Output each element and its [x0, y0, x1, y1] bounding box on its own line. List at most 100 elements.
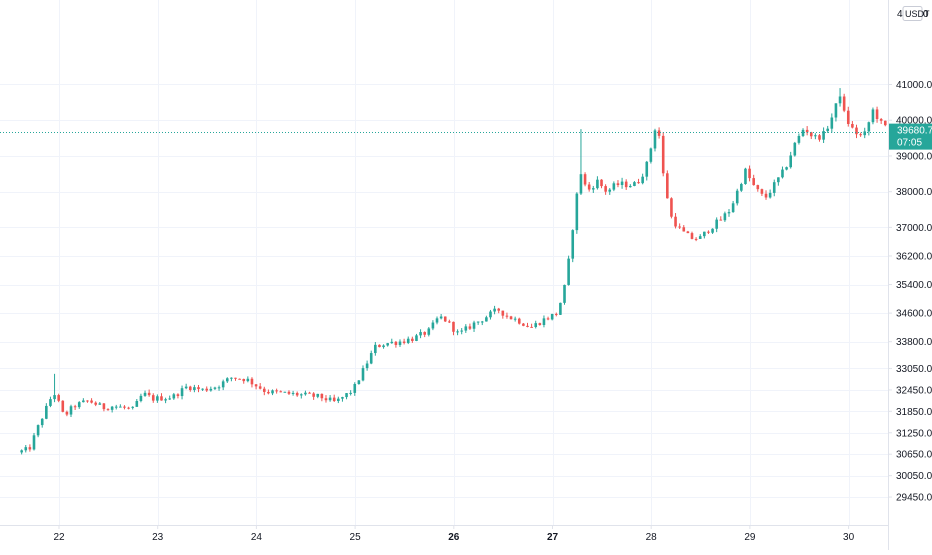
candle[interactable]: [608, 188, 612, 195]
candle[interactable]: [234, 377, 237, 381]
candle[interactable]: [320, 393, 324, 402]
candle[interactable]: [180, 385, 184, 400]
candle[interactable]: [345, 393, 348, 400]
candle[interactable]: [801, 128, 805, 138]
candle[interactable]: [785, 166, 788, 171]
candle[interactable]: [686, 230, 690, 234]
candle[interactable]: [493, 305, 496, 315]
candle[interactable]: [65, 410, 69, 417]
candle[interactable]: [402, 338, 406, 345]
candle[interactable]: [262, 386, 266, 396]
candle[interactable]: [822, 127, 825, 143]
candle[interactable]: [213, 386, 217, 390]
candle[interactable]: [744, 167, 747, 185]
candle[interactable]: [258, 383, 262, 390]
candle[interactable]: [563, 284, 566, 305]
candle[interactable]: [431, 320, 435, 331]
candle[interactable]: [287, 390, 291, 396]
candle[interactable]: [168, 395, 172, 400]
candle[interactable]: [559, 302, 562, 316]
candle[interactable]: [369, 350, 373, 365]
candle[interactable]: [386, 342, 389, 347]
candle[interactable]: [612, 181, 616, 192]
candle[interactable]: [73, 404, 77, 410]
candle[interactable]: [419, 329, 422, 339]
candle[interactable]: [267, 389, 270, 395]
candle[interactable]: [723, 211, 727, 222]
candle[interactable]: [316, 393, 320, 399]
candle[interactable]: [184, 383, 188, 390]
candle[interactable]: [275, 388, 278, 394]
candle[interactable]: [435, 316, 439, 325]
candle[interactable]: [719, 216, 723, 221]
candle[interactable]: [123, 405, 126, 410]
candle[interactable]: [546, 316, 550, 321]
candle[interactable]: [834, 103, 838, 122]
candle[interactable]: [768, 189, 772, 199]
time-axis[interactable]: [0, 525, 888, 550]
candle[interactable]: [341, 396, 344, 402]
candle[interactable]: [740, 182, 743, 192]
candle[interactable]: [361, 365, 365, 382]
candle[interactable]: [36, 424, 40, 438]
candle[interactable]: [476, 321, 480, 325]
candle[interactable]: [365, 360, 369, 371]
candle[interactable]: [193, 384, 196, 393]
candle[interactable]: [197, 384, 200, 393]
candle[interactable]: [398, 339, 402, 347]
candle[interactable]: [90, 398, 93, 404]
candle[interactable]: [443, 316, 447, 322]
candle[interactable]: [217, 385, 221, 391]
candle[interactable]: [826, 125, 830, 133]
candle[interactable]: [328, 395, 332, 402]
candle[interactable]: [460, 328, 463, 335]
candle[interactable]: [139, 393, 143, 403]
candle[interactable]: [867, 121, 871, 136]
candle[interactable]: [797, 133, 801, 145]
candle[interactable]: [526, 322, 529, 328]
candle[interactable]: [45, 403, 48, 420]
candle[interactable]: [472, 320, 476, 332]
price-axis[interactable]: [888, 0, 932, 550]
candle[interactable]: [300, 393, 303, 399]
candle[interactable]: [135, 399, 139, 407]
candle[interactable]: [337, 396, 340, 404]
candle[interactable]: [497, 307, 501, 314]
candle[interactable]: [246, 376, 250, 383]
candle[interactable]: [77, 401, 81, 409]
candle[interactable]: [254, 383, 258, 390]
candle[interactable]: [439, 313, 443, 320]
candle[interactable]: [390, 338, 394, 344]
candle[interactable]: [468, 323, 472, 330]
candle[interactable]: [324, 395, 328, 403]
candle[interactable]: [250, 377, 254, 388]
candle[interactable]: [382, 344, 385, 349]
candle[interactable]: [793, 141, 797, 157]
candle[interactable]: [489, 309, 492, 320]
candle[interactable]: [209, 386, 213, 392]
candle[interactable]: [830, 113, 834, 133]
candle[interactable]: [464, 324, 468, 333]
candle[interactable]: [587, 181, 591, 192]
candle[interactable]: [871, 107, 875, 125]
candle[interactable]: [805, 126, 809, 136]
candle[interactable]: [406, 336, 410, 345]
candle[interactable]: [883, 120, 887, 127]
candle[interactable]: [28, 444, 32, 452]
candle[interactable]: [164, 397, 167, 404]
candle[interactable]: [814, 133, 817, 140]
candle[interactable]: [40, 418, 44, 428]
candle[interactable]: [509, 315, 513, 320]
candle[interactable]: [530, 323, 533, 328]
candle[interactable]: [620, 177, 624, 189]
candle[interactable]: [201, 388, 204, 392]
candle[interactable]: [102, 402, 106, 412]
candle[interactable]: [374, 341, 377, 356]
candle[interactable]: [534, 320, 538, 329]
candle[interactable]: [230, 377, 233, 382]
candle[interactable]: [332, 394, 336, 403]
candle[interactable]: [110, 405, 114, 413]
candle[interactable]: [308, 391, 311, 394]
candle[interactable]: [143, 390, 147, 397]
